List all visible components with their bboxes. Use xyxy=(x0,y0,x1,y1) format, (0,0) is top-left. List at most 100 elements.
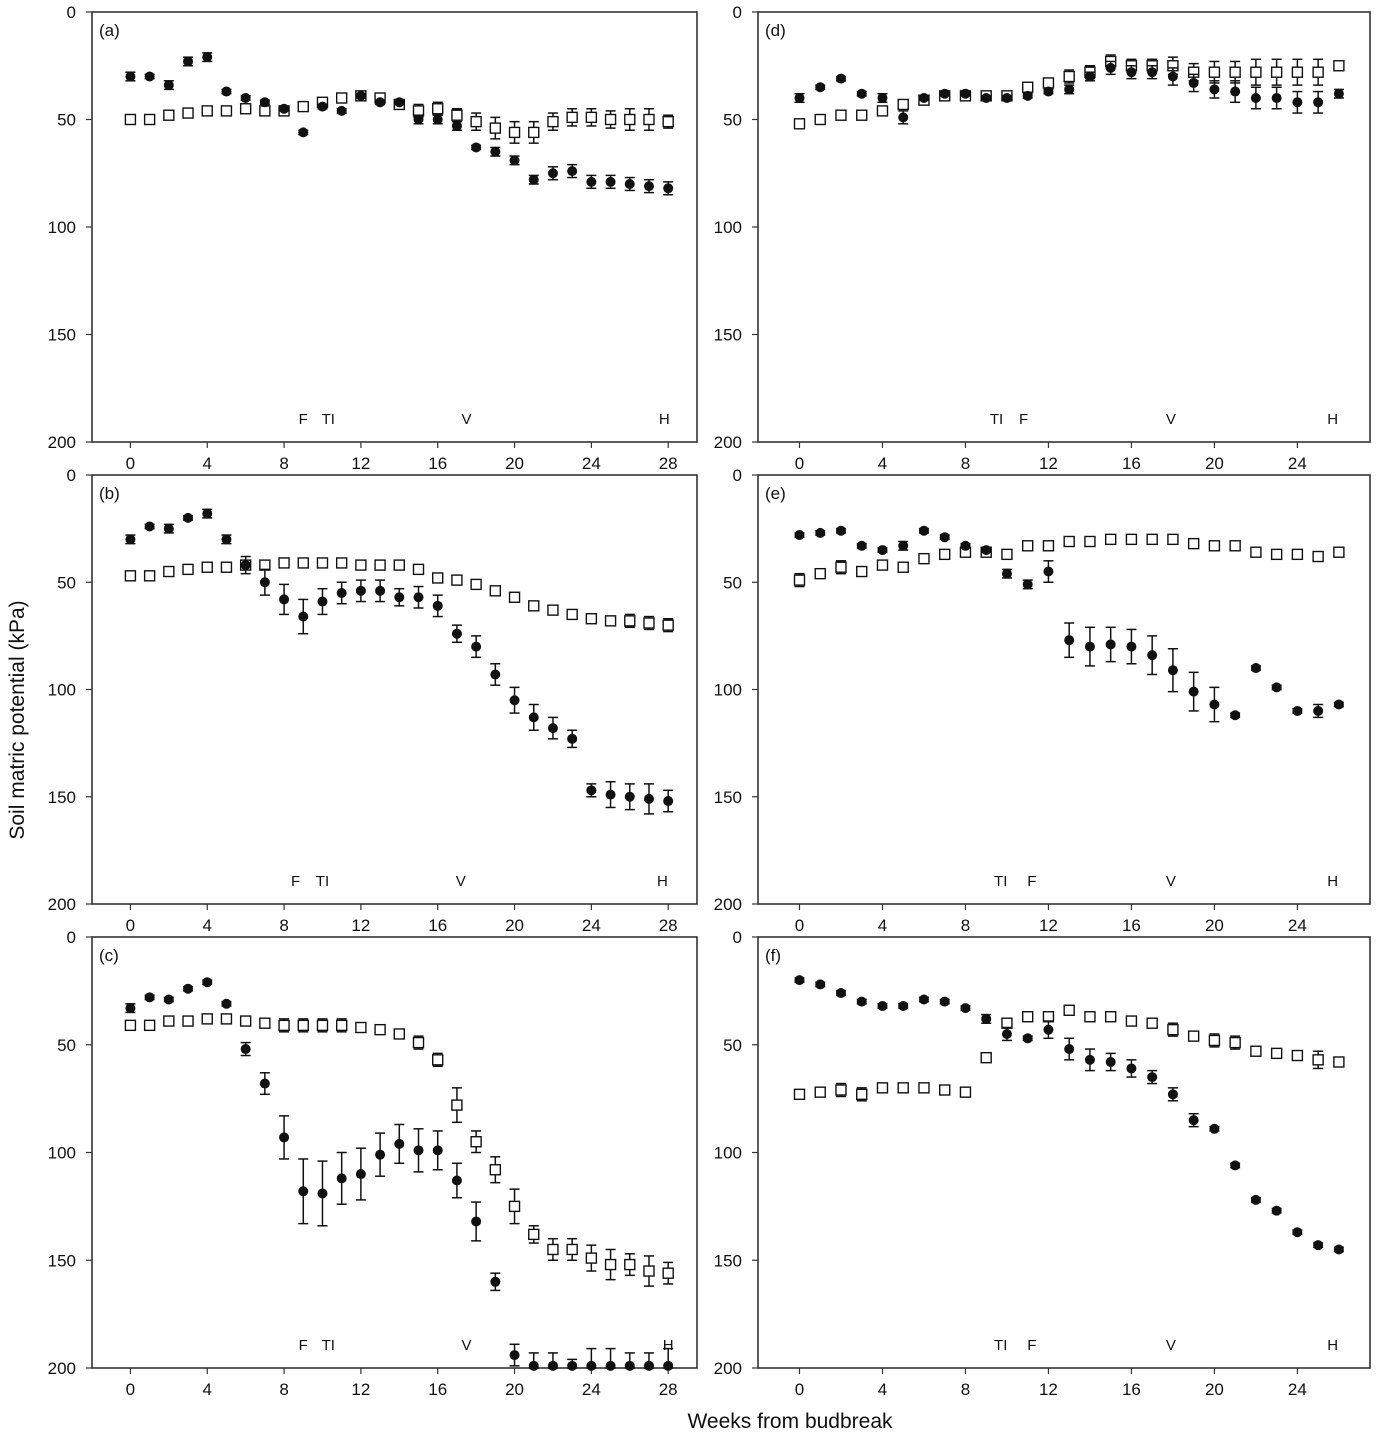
panel-label: (a) xyxy=(99,21,120,40)
data-point xyxy=(221,86,232,97)
data-point xyxy=(202,52,213,63)
data-point xyxy=(981,93,992,103)
stage-marker-label: V xyxy=(1166,873,1176,890)
data-point xyxy=(279,1132,290,1143)
data-point xyxy=(317,1188,328,1199)
data-point xyxy=(1167,1089,1178,1100)
y-tick-label: 100 xyxy=(714,1144,742,1163)
x-tick-label: 16 xyxy=(428,1380,447,1399)
data-point xyxy=(1230,1160,1241,1171)
data-point xyxy=(259,97,270,108)
x-tick-label: 28 xyxy=(659,916,678,935)
data-point xyxy=(413,592,424,603)
y-tick-label: 200 xyxy=(714,1359,742,1378)
panel-label: (c) xyxy=(99,946,119,965)
data-point xyxy=(835,1084,847,1096)
x-tick-label: 12 xyxy=(351,916,370,935)
data-point xyxy=(144,521,155,532)
stage-marker-label: TI xyxy=(316,873,329,890)
data-point xyxy=(960,1003,971,1014)
data-point xyxy=(1291,1049,1304,1062)
data-point xyxy=(1271,93,1282,103)
data-point xyxy=(393,1028,406,1040)
data-point xyxy=(259,1078,270,1089)
data-point xyxy=(643,181,654,192)
data-point xyxy=(412,563,425,576)
data-point xyxy=(1084,1011,1096,1023)
data-point xyxy=(662,115,674,128)
stage-marker-label: V xyxy=(456,873,466,890)
data-point xyxy=(877,93,888,103)
data-point xyxy=(182,563,194,576)
x-tick-label: 28 xyxy=(659,1380,678,1399)
y-tick-label: 150 xyxy=(48,1251,76,1270)
plot-frame xyxy=(757,936,1371,1369)
data-point xyxy=(451,109,463,121)
stage-marker-label: H xyxy=(1327,411,1338,428)
data-point xyxy=(279,594,290,605)
stage-marker-label: H xyxy=(663,1337,674,1354)
y-tick-label: 50 xyxy=(57,573,76,592)
data-point xyxy=(183,512,194,523)
data-point xyxy=(220,1013,233,1025)
data-point xyxy=(547,1243,559,1256)
data-point xyxy=(939,88,950,99)
data-point xyxy=(547,1360,558,1371)
data-point xyxy=(898,540,909,551)
data-point xyxy=(394,592,405,603)
data-point xyxy=(432,103,444,115)
x-tick-label: 0 xyxy=(126,1380,135,1399)
stage-marker-label: TI xyxy=(990,411,1003,428)
data-point xyxy=(1105,639,1116,650)
data-point xyxy=(1126,641,1137,652)
data-point xyxy=(835,525,846,536)
x-tick-label: 4 xyxy=(878,454,887,473)
data-point xyxy=(585,1252,598,1264)
data-point xyxy=(1312,1054,1324,1066)
stage-marker-label: V xyxy=(1166,411,1176,428)
data-point xyxy=(1022,1033,1033,1044)
data-point xyxy=(278,1019,290,1032)
data-point xyxy=(939,1084,951,1096)
data-point xyxy=(375,97,386,108)
data-point xyxy=(201,1013,213,1025)
data-point xyxy=(793,118,806,130)
data-point xyxy=(794,93,805,103)
x-tick-label: 24 xyxy=(1288,916,1307,935)
data-point xyxy=(144,992,155,1003)
data-point xyxy=(877,1000,888,1011)
data-point xyxy=(662,619,674,631)
y-tick-label: 0 xyxy=(67,3,76,22)
data-point xyxy=(814,567,826,580)
data-point xyxy=(1313,1240,1324,1251)
data-point xyxy=(1021,540,1034,552)
data-point xyxy=(1167,1023,1179,1036)
x-tick-label: 24 xyxy=(1288,1380,1307,1399)
stage-marker-label: F xyxy=(299,411,308,428)
data-point xyxy=(1292,97,1303,108)
data-point xyxy=(1208,540,1221,552)
data-point xyxy=(1125,533,1138,546)
data-point xyxy=(528,1228,540,1241)
data-point xyxy=(918,552,930,565)
data-point xyxy=(585,613,598,625)
data-point xyxy=(1001,548,1013,561)
x-tick-label: 20 xyxy=(1205,916,1224,935)
data-point xyxy=(856,996,867,1007)
data-point xyxy=(316,1019,329,1032)
data-point xyxy=(624,615,636,627)
data-point xyxy=(1021,81,1034,93)
data-point xyxy=(1250,66,1262,78)
data-point xyxy=(605,1360,616,1371)
stage-marker-label: H xyxy=(657,873,668,890)
data-point xyxy=(259,105,271,117)
data-point xyxy=(918,525,929,536)
data-point xyxy=(1043,1024,1054,1035)
data-point xyxy=(815,82,826,93)
data-point xyxy=(586,785,597,796)
data-point xyxy=(451,120,462,131)
data-point xyxy=(1312,550,1324,563)
data-point xyxy=(143,1019,156,1032)
data-point xyxy=(815,527,826,538)
data-point xyxy=(375,585,386,596)
